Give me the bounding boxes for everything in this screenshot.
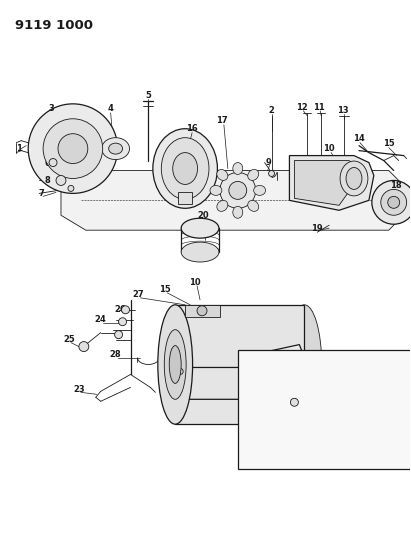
Circle shape	[43, 119, 103, 179]
Text: 12: 12	[296, 103, 308, 112]
Text: 14: 14	[353, 134, 365, 143]
Text: 10: 10	[323, 144, 335, 153]
Circle shape	[58, 134, 88, 164]
Polygon shape	[61, 171, 404, 230]
Text: 27: 27	[133, 290, 144, 300]
Circle shape	[56, 175, 66, 185]
Text: 5: 5	[145, 91, 151, 100]
Ellipse shape	[217, 169, 228, 180]
Ellipse shape	[340, 161, 368, 196]
Ellipse shape	[169, 345, 181, 383]
Polygon shape	[175, 305, 304, 424]
Polygon shape	[240, 345, 304, 389]
Text: 28: 28	[110, 350, 121, 359]
Text: 23: 23	[73, 385, 85, 394]
Text: 20: 20	[197, 211, 209, 220]
Text: 22: 22	[172, 388, 184, 397]
Ellipse shape	[181, 218, 219, 238]
Text: 21: 21	[286, 355, 298, 364]
Text: 11: 11	[313, 103, 325, 112]
Text: 13: 13	[337, 106, 349, 115]
Circle shape	[291, 398, 298, 406]
Ellipse shape	[248, 169, 259, 180]
Text: 3: 3	[48, 104, 54, 114]
Text: 29: 29	[252, 365, 263, 374]
Ellipse shape	[254, 185, 266, 196]
Ellipse shape	[158, 305, 193, 424]
Ellipse shape	[181, 242, 219, 262]
Text: 7: 7	[38, 189, 44, 198]
Ellipse shape	[233, 206, 243, 218]
Text: 24: 24	[95, 315, 106, 324]
Text: 9119 1000: 9119 1000	[15, 19, 93, 33]
Text: 15: 15	[383, 139, 395, 148]
Text: 4: 4	[108, 104, 113, 114]
Circle shape	[122, 306, 129, 314]
Circle shape	[177, 368, 183, 375]
Text: 30: 30	[345, 395, 357, 404]
Circle shape	[79, 342, 89, 352]
Bar	[238, 350, 411, 469]
Bar	[185, 305, 220, 317]
Text: 25: 25	[63, 335, 75, 344]
Circle shape	[49, 158, 57, 166]
Ellipse shape	[217, 200, 228, 212]
Circle shape	[28, 104, 118, 193]
Text: 2: 2	[269, 106, 275, 115]
Circle shape	[229, 181, 247, 199]
Ellipse shape	[153, 129, 217, 208]
Text: 18: 18	[390, 181, 402, 190]
Text: 19: 19	[312, 224, 323, 233]
Text: 17: 17	[216, 116, 228, 125]
Circle shape	[68, 185, 74, 191]
Ellipse shape	[161, 138, 209, 199]
Circle shape	[115, 330, 122, 338]
Circle shape	[372, 181, 411, 224]
Polygon shape	[294, 160, 364, 205]
Ellipse shape	[346, 167, 362, 189]
Circle shape	[119, 318, 127, 326]
Ellipse shape	[173, 152, 198, 184]
Ellipse shape	[233, 163, 243, 174]
Circle shape	[197, 306, 207, 316]
Text: 10: 10	[189, 278, 201, 287]
Text: 15: 15	[159, 285, 171, 294]
Circle shape	[381, 189, 406, 215]
Text: 18: 18	[345, 365, 357, 374]
Text: 9: 9	[266, 158, 271, 167]
Text: 6: 6	[44, 159, 50, 168]
Circle shape	[268, 171, 275, 176]
Circle shape	[388, 196, 399, 208]
Ellipse shape	[109, 143, 122, 154]
Polygon shape	[289, 156, 374, 211]
Ellipse shape	[102, 138, 129, 159]
Text: 1: 1	[16, 144, 22, 153]
Text: 16: 16	[186, 124, 198, 133]
Polygon shape	[165, 367, 245, 399]
Ellipse shape	[248, 200, 259, 212]
Ellipse shape	[164, 330, 186, 399]
Text: 8: 8	[44, 176, 50, 185]
Ellipse shape	[210, 185, 222, 196]
Circle shape	[220, 173, 256, 208]
Bar	[178, 192, 192, 204]
Text: 26: 26	[115, 305, 127, 314]
Ellipse shape	[287, 305, 322, 424]
